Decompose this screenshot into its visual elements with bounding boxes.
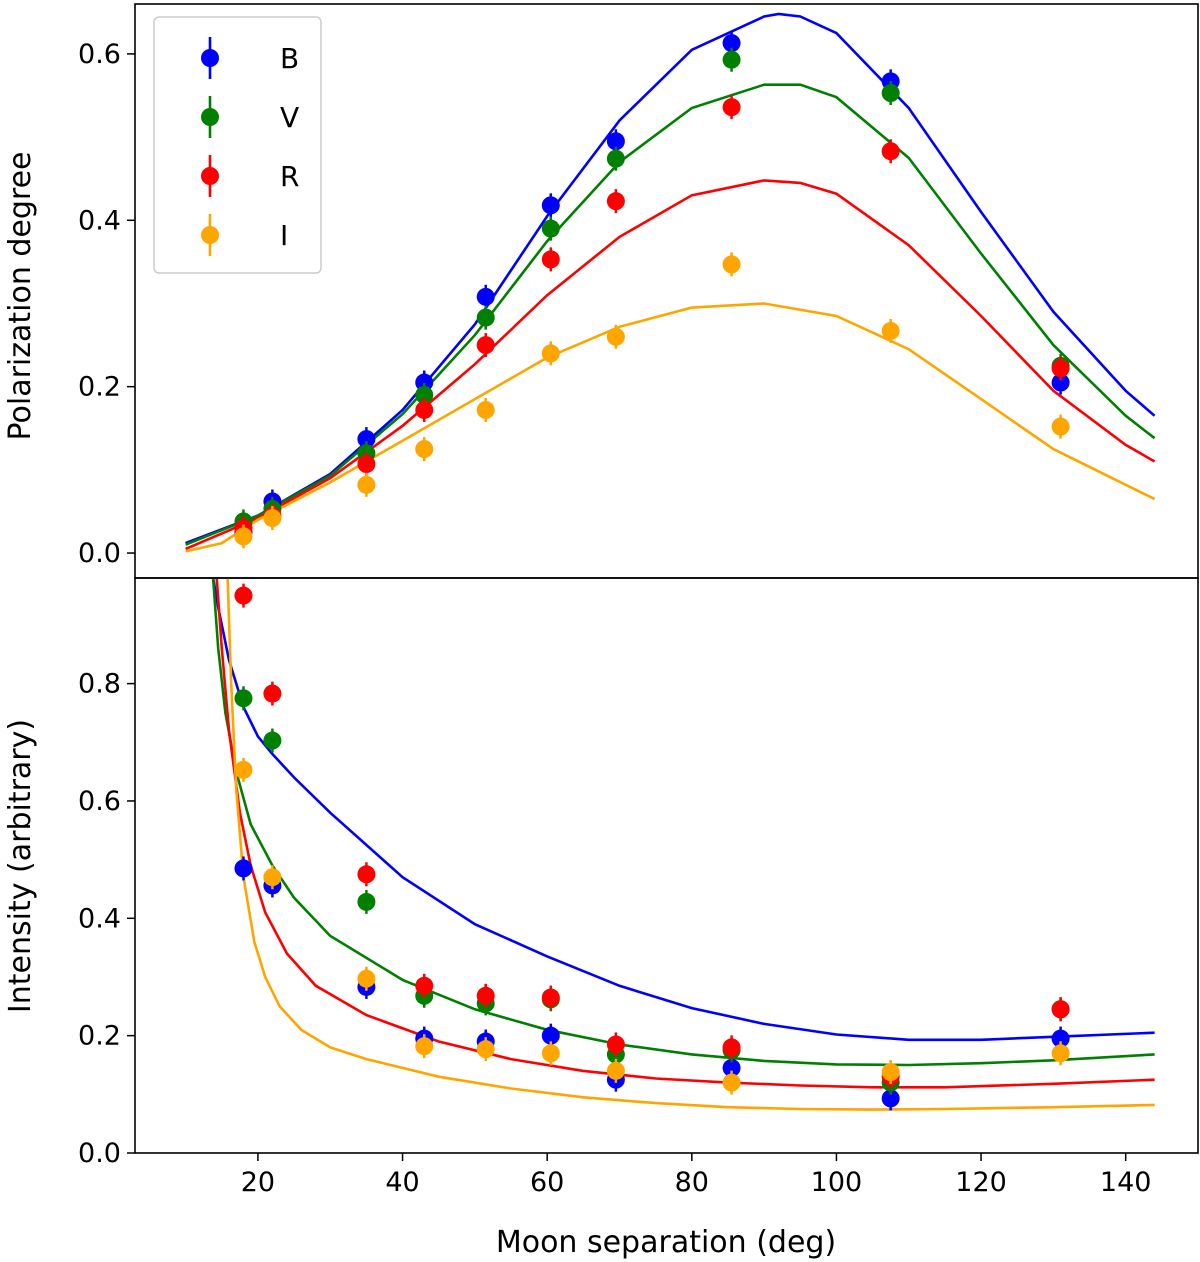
data-point-V-bottom [263, 731, 282, 750]
data-point-B-top [415, 373, 434, 392]
x-tick-label: 120 [955, 1167, 1007, 1198]
y-tick-label-top: 0.6 [78, 39, 121, 70]
y-tick-label-bottom: 0.0 [78, 1138, 121, 1169]
data-point-R-top [357, 455, 376, 474]
data-point-B-top [1051, 373, 1070, 392]
polarization-panel: 0.0 0.2 0.4 0.6 [78, 3, 1199, 579]
data-point-I-top [357, 475, 376, 494]
data-point-V-top [606, 149, 625, 168]
data-point-I-top [606, 327, 625, 346]
y-tick-label-top: 0.0 [78, 538, 121, 569]
legend-label-V: V [280, 101, 299, 134]
x-tick-label: 40 [385, 1167, 419, 1198]
x-tick-label: 60 [530, 1167, 564, 1198]
fit-curve-R-bottom [215, 578, 1155, 1089]
x-tick-label: 140 [1100, 1167, 1152, 1198]
data-point-R-bottom [541, 988, 560, 1007]
data-point-I-bottom [1051, 1044, 1070, 1063]
data-point-B-top [606, 132, 625, 151]
y-tick-label-top: 0.4 [78, 205, 121, 236]
data-point-R-top [722, 98, 741, 117]
data-point-R-top [476, 336, 495, 355]
data-point-V-bottom [357, 892, 376, 911]
data-point-R-top [881, 142, 900, 161]
data-point-I-top [415, 440, 434, 459]
data-point-R-top [415, 400, 434, 419]
data-point-I-top [881, 321, 900, 340]
data-point-I-top [476, 400, 495, 419]
data-point-B-top [357, 430, 376, 449]
data-point-I-bottom [357, 969, 376, 988]
legend-box [153, 16, 322, 274]
data-point-I-top [263, 509, 282, 528]
data-point-R-bottom [1051, 1000, 1070, 1019]
data-point-R-bottom [476, 986, 495, 1005]
y-tick-label-bottom: 0.4 [78, 903, 121, 934]
data-point-V-top [415, 385, 434, 404]
data-point-R-top [541, 250, 560, 269]
data-point-R-bottom [606, 1035, 625, 1054]
data-point-R-bottom [357, 865, 376, 884]
data-point-I-bottom [234, 760, 253, 779]
y-tick-label-bottom: 0.8 [78, 669, 121, 700]
data-point-R-top [606, 192, 625, 211]
fit-curve-B-top [185, 12, 1156, 545]
legend-marker-R [201, 167, 219, 185]
legend-label-B: B [280, 42, 299, 75]
data-point-B-bottom [541, 1026, 560, 1045]
data-point-I-bottom [263, 868, 282, 887]
data-point-B-top [722, 34, 741, 53]
fit-curve-I-top [185, 302, 1156, 553]
fit-curve-V-bottom [211, 578, 1155, 1067]
data-point-V-top [881, 84, 900, 103]
data-point-R-bottom [234, 586, 253, 605]
x-axis-label: Moon separation (deg) [496, 1225, 836, 1260]
data-point-V-top [476, 308, 495, 327]
data-point-I-bottom [722, 1073, 741, 1092]
data-point-B-top [541, 196, 560, 215]
data-point-I-top [234, 527, 253, 546]
data-point-R-bottom [263, 684, 282, 703]
fit-curve-B-bottom [211, 578, 1155, 1042]
data-point-R-top [1051, 359, 1070, 378]
legend-marker-I [201, 226, 219, 244]
data-point-B-top [476, 287, 495, 306]
intensity-panel: 0.0 0.2 0.4 0.6 0.8 20 40 60 80 100 120 140 [78, 577, 1199, 1198]
x-tick-label: 20 [241, 1167, 275, 1198]
data-point-I-bottom [476, 1040, 495, 1059]
y-axis-label-intensity: Intensity (arbitrary) [3, 719, 38, 1013]
data-point-R-bottom [415, 976, 434, 995]
data-point-R-bottom [722, 1038, 741, 1057]
data-point-I-top [1051, 417, 1070, 436]
data-point-I-top [541, 344, 560, 363]
data-point-B-bottom [722, 1058, 741, 1077]
legend-label-R: R [280, 160, 299, 193]
fit-curve-R-top [185, 179, 1156, 551]
data-point-I-bottom [541, 1044, 560, 1063]
fit-curve-I-bottom [226, 578, 1155, 1111]
x-tick-label: 100 [811, 1167, 863, 1198]
data-point-B-bottom [1051, 1029, 1070, 1048]
data-point-B-bottom [881, 1089, 900, 1108]
x-tick-label: 80 [675, 1167, 709, 1198]
y-tick-label-bottom: 0.6 [78, 786, 121, 817]
y-axis-label-polarization: Polarization degree [3, 151, 38, 440]
data-point-B-bottom [234, 859, 253, 878]
legend-marker-V [201, 108, 219, 126]
data-point-V-bottom [234, 689, 253, 708]
legend-label-I: I [280, 219, 288, 252]
data-point-I-bottom [415, 1037, 434, 1056]
y-tick-label-top: 0.2 [78, 372, 121, 403]
legend-marker-B [201, 49, 219, 67]
axes-frame-bottom [134, 577, 1199, 1154]
data-point-V-top [541, 219, 560, 238]
y-tick-label-bottom: 0.2 [78, 1021, 121, 1052]
data-point-I-bottom [606, 1061, 625, 1080]
data-point-I-bottom [881, 1063, 900, 1082]
data-point-I-top [722, 255, 741, 274]
data-point-V-top [722, 50, 741, 69]
